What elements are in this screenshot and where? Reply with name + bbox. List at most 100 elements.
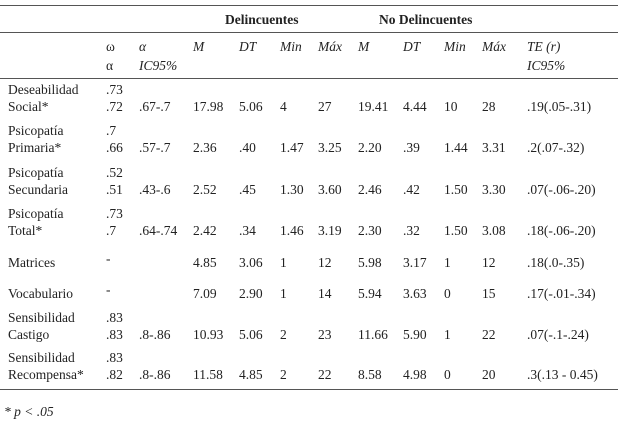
- rule: [0, 78, 618, 79]
- rule: [0, 389, 618, 390]
- row-label: Total*: [8, 223, 43, 238]
- cell: 5.98: [358, 255, 382, 270]
- omega-cell: -: [106, 251, 111, 266]
- cell: 22: [318, 367, 332, 382]
- cell: 1.50: [444, 223, 468, 238]
- cell: 2.90: [239, 286, 263, 301]
- cell: .07(-.06-.20): [527, 182, 596, 197]
- cell: 3.08: [482, 223, 506, 238]
- cell: .40: [239, 140, 256, 155]
- cell: 4.85: [239, 367, 263, 382]
- omega-cell: .66: [106, 140, 123, 155]
- column-header: M: [193, 39, 205, 54]
- cell: 3.63: [403, 286, 427, 301]
- cell: .8-.86: [139, 327, 171, 342]
- omega-cell: .73: [106, 206, 123, 221]
- cell: 2.20: [358, 140, 382, 155]
- cell: .32: [403, 223, 420, 238]
- column-header: ω: [106, 39, 115, 54]
- cell: .45: [239, 182, 256, 197]
- cell: 7.09: [193, 286, 217, 301]
- cell: .07(-.1-.24): [527, 327, 589, 342]
- cell: .42: [403, 182, 420, 197]
- cell: 4.85: [193, 255, 217, 270]
- cell: 15: [482, 286, 496, 301]
- cell: .18(-.06-.20): [527, 223, 596, 238]
- column-header: DT: [403, 39, 421, 54]
- cell: 1.46: [280, 223, 304, 238]
- cell: 4.98: [403, 367, 427, 382]
- cell: 1.30: [280, 182, 304, 197]
- cell: 3.06: [239, 255, 263, 270]
- group-header: No Delincuentes: [379, 12, 473, 27]
- cell: .57-.7: [139, 140, 171, 155]
- column-header: α: [139, 39, 147, 54]
- cell: 14: [318, 286, 332, 301]
- cell: 1: [444, 327, 451, 342]
- cell: 2: [280, 327, 287, 342]
- cell: 2.46: [358, 182, 382, 197]
- column-header: α: [106, 58, 114, 73]
- cell: 23: [318, 327, 332, 342]
- cell: .2(.07-.32): [527, 140, 585, 155]
- column-header: Máx: [318, 39, 342, 54]
- cell: 19.41: [358, 99, 389, 114]
- omega-cell: .7: [106, 223, 117, 238]
- cell: 5.94: [358, 286, 382, 301]
- column-header: IC95%: [139, 58, 178, 73]
- omega-cell: .51: [106, 182, 123, 197]
- row-label: Recompensa*: [8, 367, 84, 382]
- cell: 4: [280, 99, 287, 114]
- cell: .67-.7: [139, 99, 171, 114]
- cell: 1: [280, 255, 287, 270]
- omega-cell: -: [106, 282, 111, 297]
- column-header: M: [358, 39, 370, 54]
- cell: 3.30: [482, 182, 506, 197]
- cell: 2.42: [193, 223, 217, 238]
- rule: [0, 5, 618, 6]
- cell: 3.17: [403, 255, 427, 270]
- row-label: Matrices: [8, 255, 56, 270]
- cell: 3.25: [318, 140, 342, 155]
- cell: 2.52: [193, 182, 217, 197]
- cell: 20: [482, 367, 496, 382]
- cell: 12: [318, 255, 332, 270]
- cell: 4.44: [403, 99, 427, 114]
- column-header: Min: [280, 39, 302, 54]
- row-label: Deseabilidad: [8, 82, 79, 97]
- cell: .34: [239, 223, 256, 238]
- cell: .43-.6: [139, 182, 171, 197]
- cell: 5.06: [239, 99, 263, 114]
- cell: .3(.13 - 0.45): [527, 367, 598, 382]
- cell: 12: [482, 255, 496, 270]
- cell: .64-.74: [139, 223, 178, 238]
- rule: [0, 32, 618, 33]
- cell: 1: [444, 255, 451, 270]
- row-label: Psicopatía: [8, 165, 64, 180]
- row-label: Sensibilidad: [8, 310, 75, 325]
- omega-cell: .73: [106, 82, 123, 97]
- cell: 10: [444, 99, 458, 114]
- row-label: Castigo: [8, 327, 50, 342]
- cell: .39: [403, 140, 420, 155]
- omega-cell: .83: [106, 350, 123, 365]
- cell: .17(-.01-.34): [527, 286, 596, 301]
- omega-cell: .7: [106, 123, 117, 138]
- row-label: Secundaria: [8, 182, 68, 197]
- cell: .18(.0-.35): [527, 255, 585, 270]
- cell: 5.06: [239, 327, 263, 342]
- omega-cell: .83: [106, 327, 123, 342]
- cell: 17.98: [193, 99, 224, 114]
- omega-cell: .52: [106, 165, 123, 180]
- cell: 0: [444, 286, 451, 301]
- column-header: IC95%: [527, 58, 566, 73]
- row-label: Vocabulario: [8, 286, 73, 301]
- omega-cell: .72: [106, 99, 123, 114]
- column-header: Min: [444, 39, 466, 54]
- cell: 22: [482, 327, 496, 342]
- cell: 27: [318, 99, 332, 114]
- cell: 5.90: [403, 327, 427, 342]
- cell: 10.93: [193, 327, 224, 342]
- cell: .19(.05-.31): [527, 99, 592, 114]
